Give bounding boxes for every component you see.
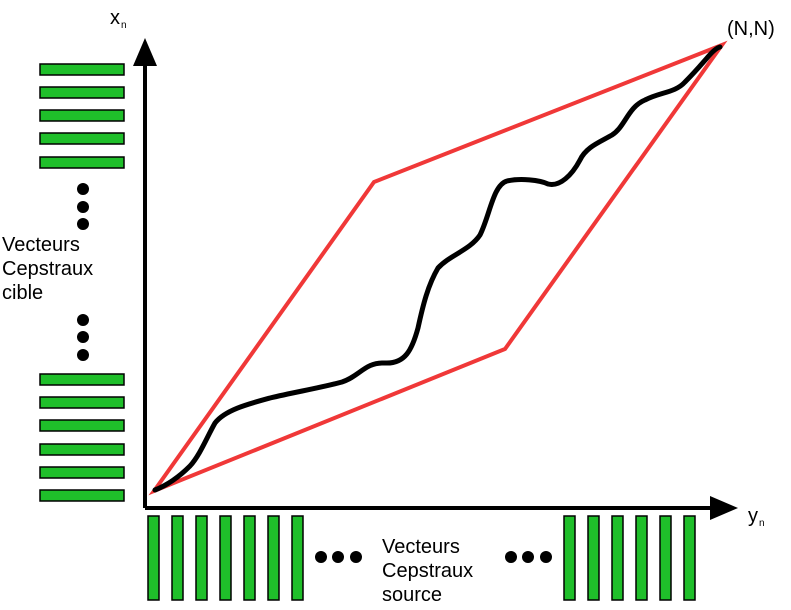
- target-label-line: cible: [2, 282, 44, 304]
- dot-icon: [77, 183, 89, 195]
- target-vector: [39, 373, 125, 386]
- y-axis-subscript: n: [121, 20, 127, 31]
- source-ellipsis-right: [505, 551, 552, 563]
- source-ellipsis-left: [315, 551, 362, 563]
- target-vector: [39, 86, 125, 99]
- source-vector: [147, 515, 160, 601]
- target-label-line: Vecteurs: [2, 234, 80, 256]
- source-vectors-right-group: [563, 515, 696, 601]
- source-label-line: Vecteurs: [382, 536, 460, 558]
- source-vectors-left-group: [147, 515, 304, 601]
- source-vectors-label: Vecteurs Cepstraux source: [382, 535, 473, 607]
- source-vector: [611, 515, 624, 601]
- source-vector: [563, 515, 576, 601]
- source-vector: [171, 515, 184, 601]
- warping-path: [152, 44, 723, 493]
- x-axis-symbol: y: [748, 505, 758, 527]
- source-vector: [267, 515, 280, 601]
- y-axis-label: xn: [110, 6, 127, 38]
- x-axis-label: yn: [748, 504, 765, 536]
- source-vector: [243, 515, 256, 601]
- source-label-line: Cepstraux: [382, 560, 474, 582]
- source-vector: [587, 515, 600, 601]
- source-vector: [659, 515, 672, 601]
- dot-icon: [77, 314, 89, 326]
- target-vectors-label: Vecteurs Cepstraux cible: [2, 233, 93, 305]
- dot-icon: [77, 331, 89, 343]
- target-ellipsis-bottom: [77, 314, 89, 361]
- target-vector: [39, 466, 125, 479]
- dot-icon: [77, 201, 89, 213]
- arrowhead-icon: [133, 38, 157, 66]
- corner-label: (N,N): [727, 18, 775, 40]
- x-axis-subscript: n: [759, 518, 765, 529]
- target-vector: [39, 396, 125, 409]
- dot-icon: [77, 349, 89, 361]
- dot-icon: [505, 551, 517, 563]
- axes: [133, 38, 738, 520]
- target-vector: [39, 63, 125, 76]
- target-vector: [39, 109, 125, 122]
- source-vector: [683, 515, 696, 601]
- target-vector: [39, 132, 125, 145]
- dot-icon: [315, 551, 327, 563]
- source-vector: [219, 515, 232, 601]
- source-vector: [635, 515, 648, 601]
- dot-icon: [350, 551, 362, 563]
- target-vector: [39, 489, 125, 502]
- dot-icon: [77, 218, 89, 230]
- dot-icon: [522, 551, 534, 563]
- y-axis-symbol: x: [110, 7, 120, 29]
- target-ellipsis-top: [77, 183, 89, 230]
- source-vector: [291, 515, 304, 601]
- constraint-region: [148, 40, 728, 496]
- target-vector: [39, 443, 125, 456]
- dot-icon: [332, 551, 344, 563]
- source-vector: [195, 515, 208, 601]
- target-vectors-top-group: [39, 63, 125, 169]
- target-vector: [39, 419, 125, 432]
- target-vectors-bottom-group: [39, 373, 125, 502]
- source-label-line: source: [382, 584, 443, 606]
- target-vector: [39, 156, 125, 169]
- target-label-line: Cepstraux: [2, 258, 94, 280]
- arrowhead-icon: [710, 496, 738, 520]
- dot-icon: [540, 551, 552, 563]
